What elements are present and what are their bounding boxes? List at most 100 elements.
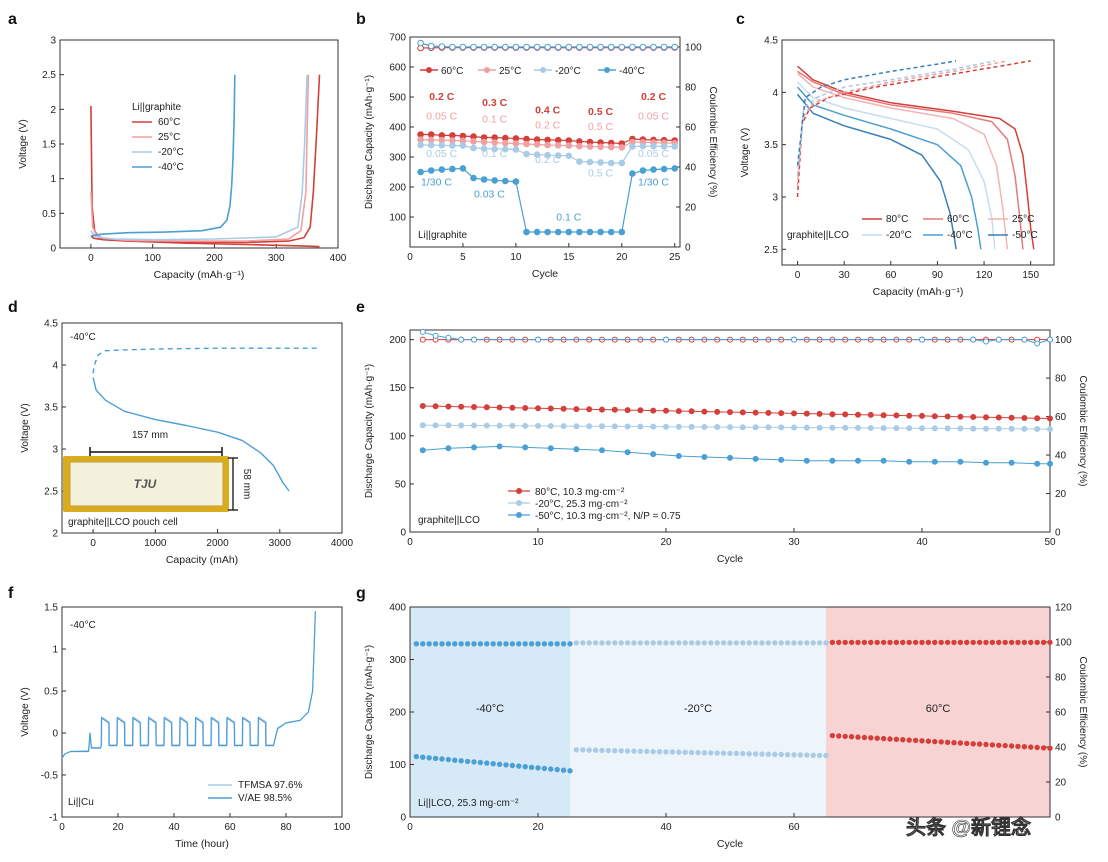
data-point	[420, 641, 426, 647]
y-tick-label: -1	[49, 813, 58, 824]
y-tick-label: 400	[389, 603, 406, 614]
data-point	[535, 336, 541, 343]
data-point	[560, 405, 567, 412]
data-point	[650, 407, 657, 414]
data-point	[586, 143, 594, 150]
data-point	[976, 639, 983, 646]
y-tick-label: 3.5	[764, 140, 778, 151]
data-point	[496, 761, 503, 767]
y2-tick-label: 80	[685, 83, 697, 94]
data-point	[906, 458, 913, 465]
data-point	[765, 751, 772, 757]
data-point	[522, 444, 529, 451]
data-point	[491, 145, 499, 153]
rate-label: 0.3 C	[482, 97, 508, 109]
rate-label: 0.1 C	[482, 148, 508, 160]
data-point	[752, 409, 759, 416]
data-point	[471, 759, 477, 765]
y-tick-label: 150	[389, 383, 406, 394]
data-point	[746, 640, 752, 646]
data-point	[459, 43, 467, 51]
data-point	[618, 144, 626, 151]
data-point	[432, 422, 439, 429]
data-point	[535, 405, 541, 412]
data-point	[644, 640, 650, 646]
data-point	[970, 425, 977, 432]
data-point	[533, 43, 541, 51]
data-point	[836, 639, 842, 646]
data-point	[547, 445, 554, 452]
data-point	[413, 753, 420, 760]
panel-label: g	[356, 585, 366, 602]
data-point	[848, 734, 855, 740]
data-point	[624, 407, 631, 414]
rate-label: 0.2 C	[535, 120, 561, 132]
data-point	[432, 641, 439, 647]
cell-label: Li||graphite	[418, 230, 468, 241]
data-point	[631, 640, 637, 646]
data-point	[823, 640, 829, 646]
data-point	[637, 748, 644, 754]
data-point	[573, 423, 580, 430]
data-point	[637, 423, 644, 430]
y-tick-label: 3	[772, 192, 778, 203]
data-point	[470, 43, 477, 51]
data-point	[810, 640, 816, 646]
data-point	[449, 43, 456, 51]
series-line-2	[422, 445, 1050, 465]
x-axis-label: Cycle	[717, 553, 743, 565]
x-tick-label: 120	[976, 270, 993, 281]
data-point	[502, 177, 509, 185]
x-axis-label: Time (hour)	[175, 838, 229, 850]
data-point	[900, 639, 906, 646]
x-tick-label: 5	[460, 252, 466, 263]
x-tick-label: 60	[224, 822, 236, 833]
x-tick-label: 0	[407, 822, 413, 833]
data-point	[944, 739, 951, 745]
y2-axis-label: Coulombic Efficiency (%)	[1077, 657, 1088, 768]
data-point	[701, 454, 708, 460]
data-point	[1034, 415, 1041, 422]
data-point	[803, 410, 810, 417]
data-point	[970, 414, 977, 420]
data-point	[503, 641, 509, 647]
y2-axis-label: Coulombic Efficiency (%)	[1077, 376, 1088, 487]
data-point	[708, 750, 714, 756]
data-point	[445, 422, 452, 429]
data-point	[503, 762, 509, 768]
data-point	[512, 178, 520, 185]
y2-tick-label: 0	[685, 243, 691, 254]
data-point	[547, 405, 554, 412]
data-point	[1047, 745, 1053, 751]
data-point	[880, 639, 887, 646]
data-point	[599, 423, 605, 430]
data-point	[995, 336, 1002, 343]
data-point	[490, 641, 496, 647]
data-point	[445, 334, 452, 341]
data-point	[417, 136, 424, 143]
pouch-logo: TJU	[134, 477, 157, 491]
data-point	[995, 414, 1002, 421]
data-point	[759, 640, 765, 646]
data-point	[1028, 639, 1034, 646]
legend-entry: -40°C	[947, 230, 973, 241]
x-tick-label: 0	[59, 822, 65, 833]
data-point	[496, 404, 503, 411]
data-point	[523, 150, 530, 158]
data-point	[720, 640, 727, 646]
data-point	[449, 165, 456, 173]
data-point	[880, 412, 887, 419]
x-tick-label: 15	[563, 252, 575, 263]
data-point	[829, 639, 836, 646]
data-point	[592, 640, 599, 646]
y-axis-label: Voltage (V)	[740, 128, 751, 177]
legend-entry: 80°C, 10.3 mg·cm⁻²	[535, 487, 625, 498]
data-point	[887, 639, 893, 646]
rate-label: 0.05 C	[426, 111, 457, 123]
y2-tick-label: 20	[1055, 489, 1067, 500]
data-point	[1047, 336, 1053, 343]
data-point	[957, 413, 964, 420]
x-tick-label: 40	[168, 822, 180, 833]
data-point	[989, 742, 996, 748]
data-point	[535, 765, 541, 771]
